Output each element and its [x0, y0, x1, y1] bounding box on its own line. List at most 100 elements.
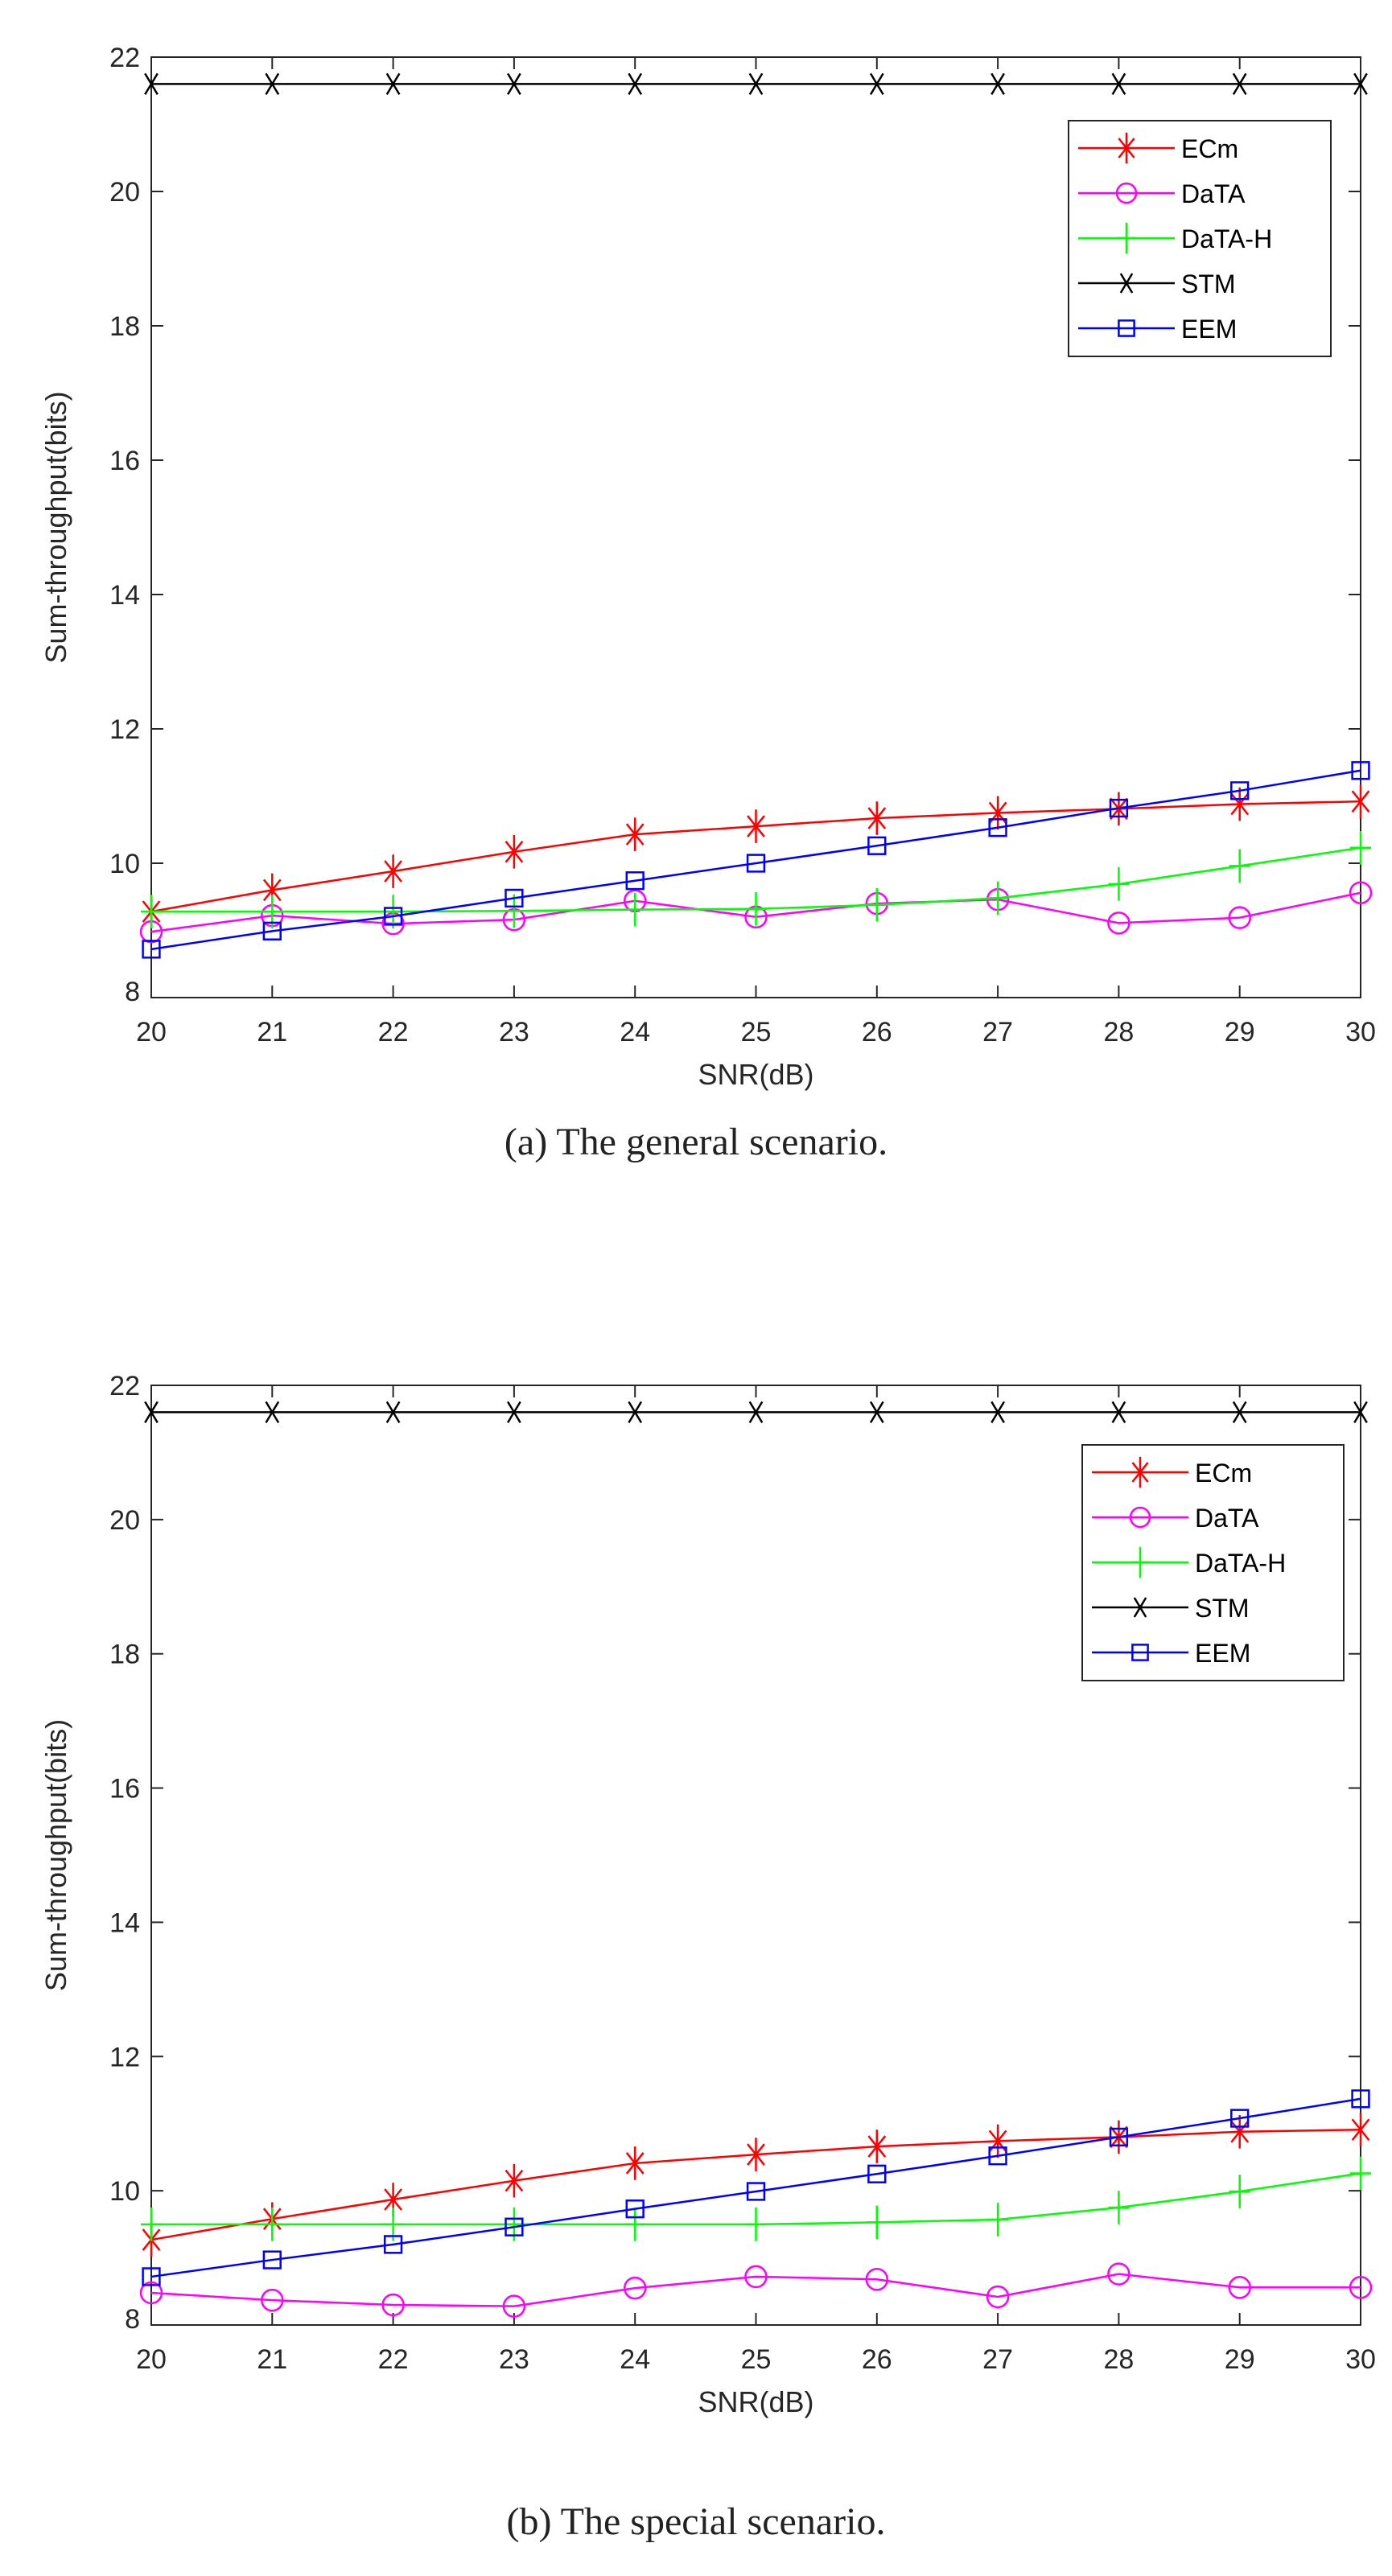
- square-marker: [1230, 2109, 1250, 2128]
- x-tick-label: 21: [257, 1017, 287, 1047]
- x-tick-label: 30: [1345, 2344, 1376, 2375]
- square-marker: [867, 836, 887, 855]
- square-marker: [746, 854, 766, 873]
- marker-plus: [987, 881, 1009, 916]
- marker-asterisk: [625, 817, 645, 851]
- marker-plus: [1117, 222, 1136, 254]
- y-tick-label: 12: [109, 714, 140, 745]
- legend-entry: EEM: [1092, 1639, 1250, 1668]
- y-tick-label: 16: [109, 1774, 140, 1804]
- x-tick-label: 20: [136, 2344, 167, 2375]
- marker-x: [144, 72, 159, 96]
- square-marker: [1351, 2089, 1370, 2109]
- x-b: [1119, 273, 1134, 294]
- x-b: [265, 1401, 280, 1424]
- marker-square: [142, 2267, 161, 2286]
- marker-x: [144, 1401, 159, 1424]
- marker-x: [385, 72, 401, 96]
- marker-x: [748, 72, 764, 96]
- series-stm: [144, 1401, 1368, 1424]
- marker-x: [990, 72, 1005, 96]
- y-tick-label: 16: [109, 446, 140, 476]
- square-marker: [625, 2199, 645, 2219]
- series-data-h: [141, 2156, 1371, 2241]
- marker-x: [628, 72, 643, 96]
- legend-label: EEM: [1181, 315, 1237, 344]
- figure-caption: (a) The general scenario.: [504, 1121, 888, 1163]
- marker-asterisk: [1351, 784, 1370, 818]
- ast-b: [625, 2152, 645, 2175]
- legend-label: STM: [1181, 270, 1236, 298]
- ast-b: [1351, 790, 1370, 813]
- marker-circle: [1129, 1506, 1151, 1529]
- marker-plus: [1108, 867, 1130, 901]
- chart-b: 20 21 22 23 24 25 26 27 28 29 30 8 10 12 14 16 18 20 22 SNR…: [39, 1371, 1376, 2543]
- circle-marker: [502, 2294, 526, 2318]
- ast-b: [384, 2188, 402, 2211]
- marker-x: [1232, 1401, 1247, 1424]
- marker-plus: [1350, 2156, 1371, 2191]
- chart-a: 20 21 22 23 24 25 26 27 28 29 30 8 10 12 14 16 18 20 22 SNR…: [39, 43, 1376, 1163]
- legend-label: STM: [1195, 1594, 1250, 1623]
- circle-marker: [1349, 2276, 1373, 2299]
- square-marker: [1131, 1644, 1149, 1661]
- marker-square: [867, 836, 887, 855]
- legend-entry: DaTA-H: [1078, 222, 1272, 254]
- series-line: [150, 2273, 1361, 2307]
- marker-asterisk: [1131, 1456, 1149, 1488]
- y-tick-label: 14: [109, 1907, 140, 1938]
- marker-circle: [865, 2268, 889, 2291]
- circle-marker: [381, 2293, 405, 2317]
- marker-x: [990, 1401, 1005, 1424]
- x-tick-label: 24: [620, 2344, 650, 2375]
- y-tick-label: 10: [109, 2176, 140, 2207]
- y-tick-label: 14: [109, 580, 140, 611]
- marker-square: [504, 2217, 524, 2237]
- marker-asterisk: [504, 835, 524, 869]
- marker-asterisk: [1230, 787, 1250, 821]
- x-tick-label: 30: [1345, 1017, 1376, 1047]
- marker-square: [1109, 2127, 1129, 2147]
- ast-b: [625, 823, 645, 846]
- marker-plus: [866, 2205, 888, 2240]
- marker-square: [383, 907, 403, 926]
- marker-x: [265, 1401, 280, 1424]
- marker-plus: [141, 895, 162, 928]
- x-tick-label: 23: [499, 2344, 529, 2375]
- square-marker: [988, 2146, 1007, 2166]
- marker-square: [746, 2182, 766, 2201]
- legend-label: DaTA: [1181, 179, 1246, 208]
- series-line: [150, 2097, 1361, 2278]
- x-b: [385, 72, 401, 96]
- square-marker: [1109, 2127, 1129, 2147]
- ast-b: [1131, 1462, 1149, 1483]
- marker-x: [869, 1401, 884, 1424]
- marker-x: [507, 1401, 521, 1424]
- marker-asterisk: [1351, 2113, 1370, 2147]
- x-b: [869, 1401, 884, 1424]
- marker-plus: [1350, 830, 1371, 865]
- x-tick-label: 26: [862, 2344, 892, 2375]
- y-tick-label: 20: [109, 1505, 140, 1536]
- marker-square: [1351, 761, 1370, 780]
- marker-asterisk: [1230, 2114, 1250, 2149]
- legend-label: DaTA-H: [1181, 224, 1272, 253]
- marker-square: [625, 2199, 645, 2219]
- marker-square: [383, 2235, 403, 2254]
- square-marker: [142, 2267, 161, 2286]
- square-marker: [262, 2250, 282, 2269]
- y-tick-label: 10: [109, 849, 140, 879]
- marker-plus: [745, 891, 767, 926]
- x-tick-label: 21: [257, 2344, 287, 2375]
- legend-entry: ECm: [1092, 1456, 1252, 1488]
- marker-plus: [1229, 2175, 1250, 2208]
- x-tick-label: 25: [741, 2344, 772, 2375]
- circle-marker: [744, 2265, 768, 2289]
- marker-plus: [141, 2208, 162, 2241]
- x-b: [628, 1401, 643, 1424]
- ast-b: [747, 815, 765, 837]
- marker-plus: [503, 894, 525, 928]
- x-b: [1353, 72, 1368, 96]
- x-tick-label: 20: [136, 1017, 167, 1047]
- x-tick-label: 26: [862, 1017, 892, 1047]
